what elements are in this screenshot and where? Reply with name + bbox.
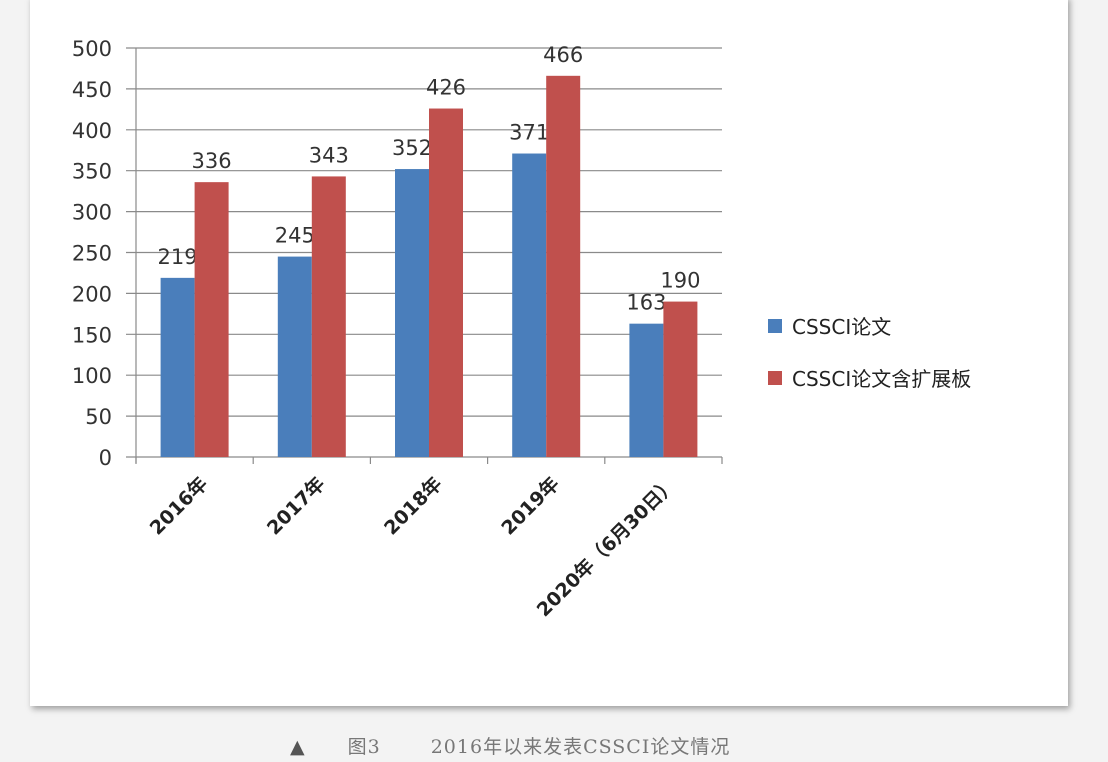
y-tick-label: 500 (72, 37, 112, 61)
y-tick-label: 100 (72, 364, 112, 388)
caption-text: 2016年以来发表CSSCI论文情况 (430, 736, 731, 758)
bar-cssci-extended (311, 176, 346, 457)
y-tick-label: 350 (72, 160, 112, 184)
data-label: 466 (543, 43, 583, 67)
legend-label: CSSCI论文含扩展板 (792, 367, 971, 391)
bar-cssci-extended (663, 301, 698, 457)
data-label: 371 (509, 121, 549, 145)
data-label: 343 (309, 143, 349, 167)
bar-cssci (395, 169, 429, 457)
y-tick-label: 0 (99, 446, 112, 470)
x-tick-label: 2017年 (262, 472, 329, 539)
bar-cssci-extended (429, 108, 463, 458)
figure-number: 图3 (347, 736, 381, 758)
bar-cssci (512, 153, 547, 457)
x-tick-label: 2016年 (145, 472, 212, 539)
x-tick-label: 2019年 (497, 472, 564, 539)
data-label: 219 (158, 245, 198, 269)
data-label: 163 (626, 291, 666, 315)
y-tick-label: 300 (72, 201, 112, 225)
y-tick-label: 450 (72, 78, 112, 102)
bar-cssci (277, 256, 312, 457)
data-label: 245 (275, 224, 315, 248)
y-tick-label: 400 (72, 119, 112, 143)
data-label: 352 (392, 136, 432, 160)
y-tick-label: 250 (72, 242, 112, 266)
bar-cssci-extended (546, 75, 581, 457)
bar-cssci (629, 323, 664, 457)
x-tick-label: 2018年 (379, 472, 446, 539)
figure-caption: ▲ 图3 2016年以来发表CSSCI论文情况 (290, 732, 730, 759)
data-label: 190 (660, 269, 700, 293)
y-tick-label: 50 (85, 405, 112, 429)
data-label: 336 (192, 149, 232, 173)
legend-swatch (768, 319, 782, 333)
legend-swatch (768, 371, 782, 385)
y-tick-label: 150 (72, 323, 112, 347)
y-tick-label: 200 (72, 282, 112, 306)
triangle-icon: ▲ (290, 736, 306, 758)
bar-cssci (160, 277, 195, 457)
data-label: 426 (426, 76, 466, 100)
legend-label: CSSCI论文 (792, 315, 891, 339)
bar-cssci-extended (194, 182, 229, 458)
